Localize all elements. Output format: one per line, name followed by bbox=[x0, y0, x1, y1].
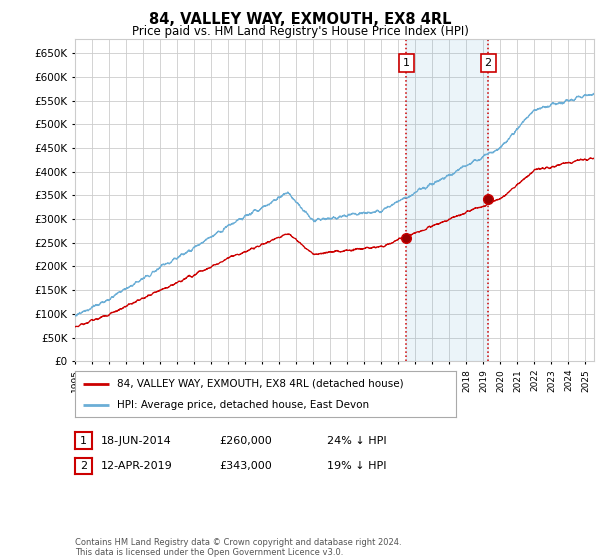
Text: 2: 2 bbox=[80, 461, 87, 471]
Text: 24% ↓ HPI: 24% ↓ HPI bbox=[327, 436, 386, 446]
Text: 84, VALLEY WAY, EXMOUTH, EX8 4RL (detached house): 84, VALLEY WAY, EXMOUTH, EX8 4RL (detach… bbox=[117, 379, 404, 389]
Text: Contains HM Land Registry data © Crown copyright and database right 2024.
This d: Contains HM Land Registry data © Crown c… bbox=[75, 538, 401, 557]
Text: 19% ↓ HPI: 19% ↓ HPI bbox=[327, 461, 386, 471]
Text: Price paid vs. HM Land Registry's House Price Index (HPI): Price paid vs. HM Land Registry's House … bbox=[131, 25, 469, 38]
Bar bbox=[406, 39, 488, 361]
Text: 2: 2 bbox=[485, 58, 492, 68]
Text: 12-APR-2019: 12-APR-2019 bbox=[101, 461, 173, 471]
Text: £260,000: £260,000 bbox=[219, 436, 272, 446]
Text: HPI: Average price, detached house, East Devon: HPI: Average price, detached house, East… bbox=[117, 400, 369, 410]
Text: 18-JUN-2014: 18-JUN-2014 bbox=[101, 436, 172, 446]
Text: 1: 1 bbox=[403, 58, 410, 68]
Text: £343,000: £343,000 bbox=[219, 461, 272, 471]
Text: 84, VALLEY WAY, EXMOUTH, EX8 4RL: 84, VALLEY WAY, EXMOUTH, EX8 4RL bbox=[149, 12, 451, 27]
Text: 1: 1 bbox=[80, 436, 87, 446]
